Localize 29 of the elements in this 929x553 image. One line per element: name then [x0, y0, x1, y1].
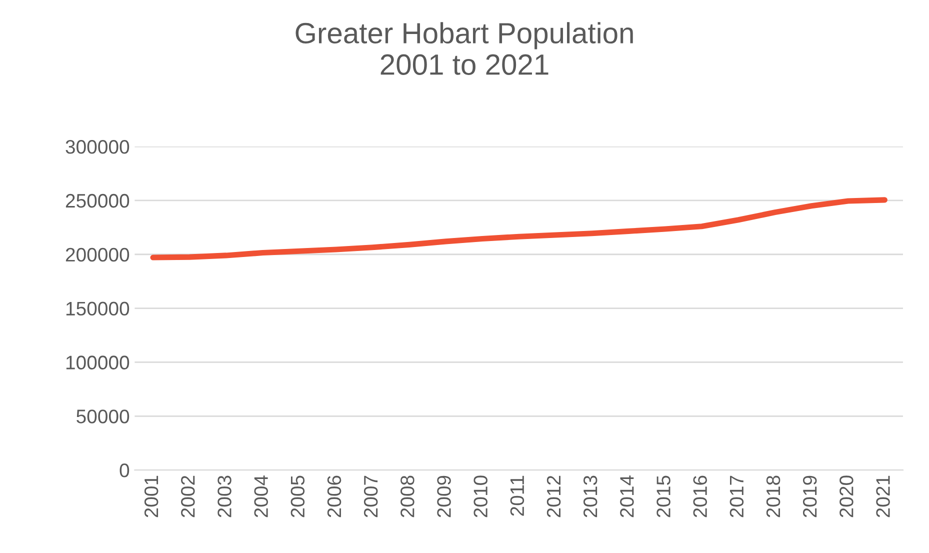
x-tick-label: 2021: [876, 476, 890, 518]
x-tick-label: 2014: [620, 475, 634, 518]
x-tick-label: 2009: [437, 476, 451, 518]
chart-title: Greater Hobart Population 2001 to 2021: [296, 22, 633, 75]
x-tick-label: 2013: [583, 476, 598, 518]
x-tick-label: 2017: [730, 476, 744, 518]
x-tick-label: 2012: [546, 476, 561, 518]
x-tick-label: 2008: [400, 476, 414, 518]
x-tick-label: 2002: [181, 476, 195, 518]
x-tick-label: 2018: [766, 476, 780, 518]
y-tick-label: 250000: [66, 194, 130, 208]
x-tick-label: 2007: [364, 476, 378, 518]
y-tick-label: 50000: [76, 410, 130, 424]
y-tick-label: 100000: [66, 356, 130, 370]
y-tick-label: 300000: [66, 140, 130, 154]
x-tick-label: 2005: [290, 476, 305, 518]
x-tick-label: 2011: [510, 476, 524, 516]
x-tick-label: 2006: [327, 476, 342, 518]
y-tick-label: 150000: [66, 302, 130, 316]
x-tick-label: 2001: [144, 476, 158, 518]
x-tick-label: 2004: [254, 475, 268, 518]
x-tick-label: 2019: [802, 476, 817, 518]
y-tick-label: 200000: [66, 248, 130, 262]
x-tick-label: 2015: [656, 476, 670, 518]
x-tick-label: 2003: [218, 476, 232, 518]
x-tick-label: 2010: [474, 476, 488, 518]
y-tick-label: 0: [120, 464, 130, 478]
x-tick-label: 2020: [840, 476, 854, 518]
x-tick-label: 2016: [693, 476, 707, 518]
